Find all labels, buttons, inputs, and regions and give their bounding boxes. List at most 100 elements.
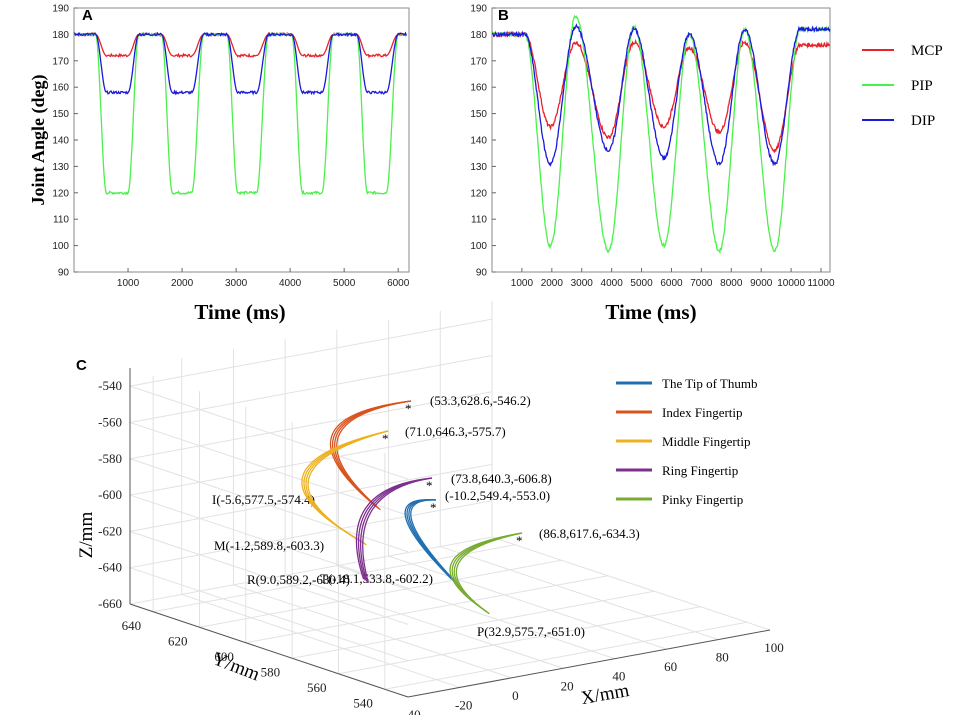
start-point-label-5: P(32.9,575.7,-651.0) <box>477 624 585 639</box>
z-tick-label: -580 <box>98 451 122 466</box>
x-tick-label: 8000 <box>720 278 743 289</box>
panel-label-a: A <box>82 7 93 24</box>
trajectory-line-5 <box>455 532 523 615</box>
start-point-label-1: T(-18.1,533.8,-602.2) <box>320 571 433 586</box>
y-tick-label: 640 <box>122 618 142 633</box>
y-tick-label: 130 <box>52 162 69 173</box>
y-axis-line <box>129 603 409 698</box>
x-tick-label: 11000 <box>807 278 835 289</box>
y-tick-label: 180 <box>52 30 69 41</box>
x-tick-label: 9000 <box>750 278 773 289</box>
grid-line <box>338 606 701 675</box>
trajectory-5 <box>449 532 523 615</box>
z-tick-label: -600 <box>98 487 122 502</box>
x-axis-title-b: Time (ms) <box>605 300 696 324</box>
trajectory-line-5 <box>451 532 523 612</box>
y-axis-title-3d: Y/mm <box>210 648 263 685</box>
end-point-label-2: (53.3,628.6,-546.2) <box>430 393 531 408</box>
grid-line <box>284 574 564 669</box>
x-tick-label: 7000 <box>690 278 713 289</box>
y-tick-label: 580 <box>261 664 281 679</box>
x-tick-label: 3000 <box>225 278 248 289</box>
end-point-label-1: (-10.2,549.4,-553.0) <box>445 488 550 503</box>
y-tick-label: 140 <box>52 136 69 147</box>
legend3d-label-2: Index Fingertip <box>662 405 743 420</box>
grid-line <box>129 567 409 662</box>
trajectory-line-3 <box>305 430 389 545</box>
z-tick-label: -640 <box>98 560 122 575</box>
z-axis-title: Z/mm <box>76 512 97 559</box>
series-line-pip <box>491 14 831 255</box>
grid-line <box>129 427 493 496</box>
x-tick-label: -20 <box>455 697 472 712</box>
y-tick-label: 110 <box>53 215 69 226</box>
legend3d-label-4: Ring Fingertip <box>662 463 738 478</box>
grid-line <box>129 354 493 423</box>
trajectory-line-4 <box>362 477 433 583</box>
trajectory-line-1 <box>410 499 457 584</box>
legend-label-dip: DIP <box>911 113 935 129</box>
y-axis-title: Joint Angle (deg) <box>28 74 49 205</box>
y-tick-label: 170 <box>470 56 487 67</box>
grid-line <box>245 575 608 644</box>
y-tick-label: 180 <box>470 30 487 41</box>
x-tick-label: 1000 <box>117 278 140 289</box>
legend-label-pip: PIP <box>911 78 933 94</box>
y-tick-label: 100 <box>52 241 69 252</box>
grid-line <box>129 500 493 569</box>
start-point-label-3: M(-1.2,589.8,-603.3) <box>214 538 324 553</box>
trajectory-line-4 <box>355 477 433 580</box>
x-tick-label: -40 <box>403 707 420 715</box>
panel-label-c: C <box>76 357 87 374</box>
x-tick-label: 0 <box>512 688 519 703</box>
x-tick-label: 5000 <box>630 278 653 289</box>
grid-line <box>129 385 409 480</box>
x-tick-label: 10000 <box>777 278 805 289</box>
x-tick-label: 100 <box>764 640 784 655</box>
end-point-label-5: (86.8,617.6,-634.3) <box>539 526 640 541</box>
grid-line <box>336 565 616 660</box>
x-tick-label: 2000 <box>171 278 194 289</box>
x-tick-label: 40 <box>612 669 625 684</box>
x-tick-label: 6000 <box>387 278 410 289</box>
trajectory-line-1 <box>404 498 453 580</box>
series-line-mcp <box>73 31 407 59</box>
legend3d-label-5: Pinky Fingertip <box>662 492 743 507</box>
end-marker: * <box>426 478 433 493</box>
y-tick-label: 160 <box>52 83 69 94</box>
x-axis-title-3d: X/mm <box>579 680 631 709</box>
series-line-dip <box>491 23 831 168</box>
series-line-pip <box>73 31 407 196</box>
trajectory-2 <box>330 400 412 511</box>
grid-line <box>129 530 409 625</box>
y-tick-label: 100 <box>470 241 487 252</box>
start-point-label-4: R(9.0,589.2,-630.4) <box>247 572 350 587</box>
legend-joints: MCP PIP DIP <box>862 43 943 129</box>
end-marker: * <box>516 533 523 548</box>
x-tick-label: 2000 <box>541 278 564 289</box>
grid-line <box>129 421 409 516</box>
x-tick-label: 80 <box>716 650 729 665</box>
grid-line <box>292 590 655 659</box>
grid-line <box>233 584 512 679</box>
grid-line <box>199 559 562 628</box>
grid-line <box>129 391 493 460</box>
y-tick-label: 150 <box>52 109 69 120</box>
panel-c: C -40 -20 0 20 40 60 80 100 540 560 580 600 620 640-66… <box>76 301 784 720</box>
z-tick-label: -540 <box>98 378 122 393</box>
y-tick-label: 110 <box>471 215 487 226</box>
y-tick-label: 90 <box>58 268 70 279</box>
y-tick-label: 620 <box>168 633 188 648</box>
x-axis-line <box>407 629 771 698</box>
x-axis-title-a: Time (ms) <box>194 300 285 324</box>
x-tick-label: 3000 <box>571 278 594 289</box>
trajectory-line-4 <box>357 477 433 581</box>
series-line-mcp <box>491 30 831 154</box>
trajectory-line-4 <box>359 477 433 582</box>
grid-line <box>491 536 771 631</box>
x-tick-label: 6000 <box>660 278 683 289</box>
x-tick-label: 4000 <box>601 278 624 289</box>
z-tick-label: -660 <box>98 596 122 611</box>
y-tick-label: 120 <box>52 188 69 199</box>
